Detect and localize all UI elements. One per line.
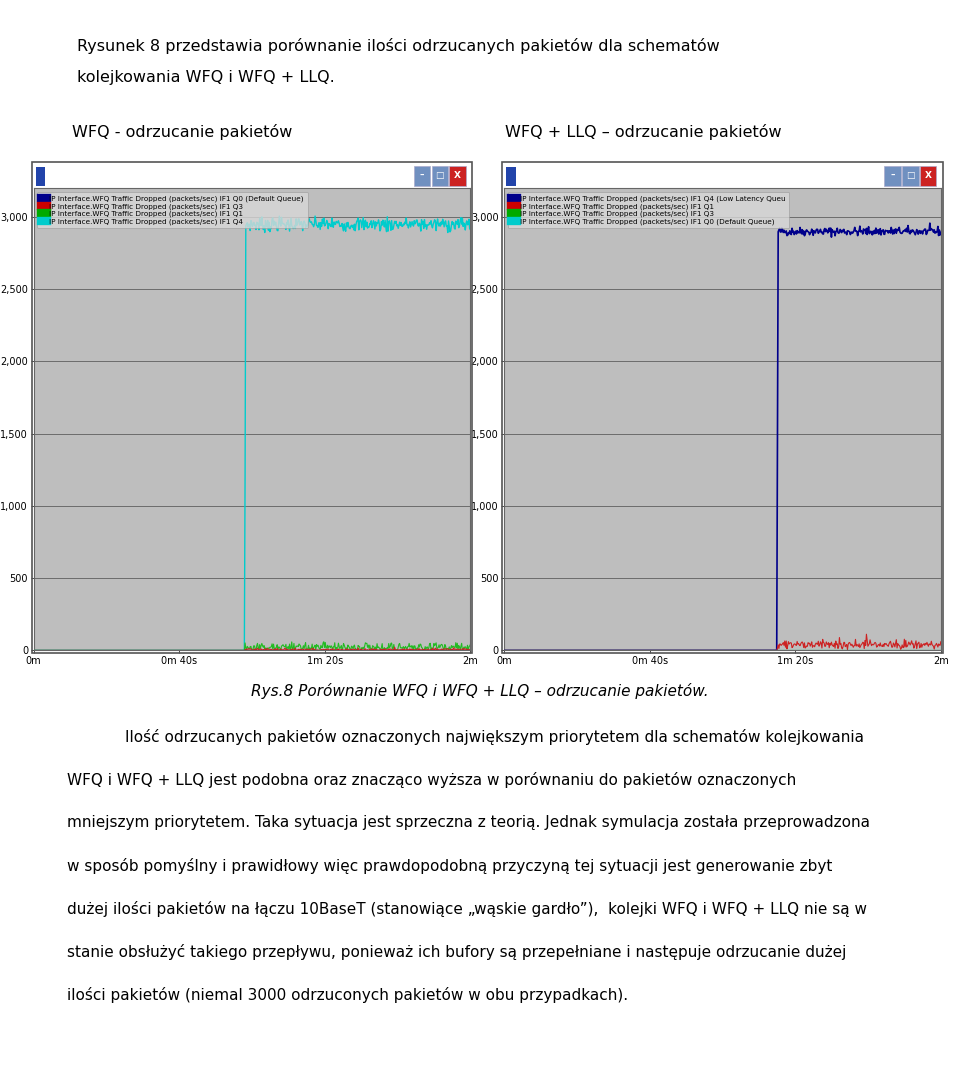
- Text: ilości pakietów (niemal 3000 odrzuconych pakietów w obu przypadkach).: ilości pakietów (niemal 3000 odrzuconych…: [67, 987, 629, 1003]
- Text: WFQ - odrzucanie pakietów: WFQ - odrzucanie pakietów: [72, 124, 293, 140]
- Text: stanie obsłużyć takiego przepływu, ponieważ ich bufory są przepełniane i następu: stanie obsłużyć takiego przepływu, ponie…: [67, 944, 847, 960]
- FancyBboxPatch shape: [449, 167, 466, 186]
- Bar: [36, 167, 45, 186]
- Text: Rys.8 Porównanie WFQ i WFQ + LLQ – odrzucanie pakietów.: Rys.8 Porównanie WFQ i WFQ + LLQ – odrzu…: [252, 683, 708, 699]
- FancyBboxPatch shape: [884, 167, 900, 186]
- Bar: [506, 167, 516, 186]
- Text: □: □: [906, 171, 915, 181]
- Text: □: □: [436, 171, 444, 181]
- FancyBboxPatch shape: [414, 167, 430, 186]
- Text: Ilość odrzucanych pakietów oznaczonych największym priorytetem dla schematów kol: Ilość odrzucanych pakietów oznaczonych n…: [125, 729, 864, 745]
- Text: X: X: [454, 171, 461, 181]
- Text: X: X: [924, 171, 931, 181]
- Text: [kolejkowanie2] router3 of Logical Network: [kolejkowanie2] router3 of Logical Netwo…: [519, 171, 716, 181]
- Text: WFQ i WFQ + LLQ jest podobna oraz znacząco wyższa w porównaniu do pakietów oznac: WFQ i WFQ + LLQ jest podobna oraz znaczą…: [67, 772, 797, 788]
- Text: [kolejkowanie2] router3 of Logical Network: [kolejkowanie2] router3 of Logical Netwo…: [49, 171, 246, 181]
- Text: mniejszym priorytetem. Taka sytuacja jest sprzeczna z teorią. Jednak symulacja z: mniejszym priorytetem. Taka sytuacja jes…: [67, 815, 870, 830]
- Text: w sposób pomyślny i prawidłowy więc prawdopodobną przyczyną tej sytuacji jest ge: w sposób pomyślny i prawidłowy więc praw…: [67, 858, 832, 874]
- Legend: IP Interface.WFQ Traffic Dropped (packets/sec) IF1 Q0 (Default Queue), IP Interf: IP Interface.WFQ Traffic Dropped (packet…: [37, 191, 307, 228]
- FancyBboxPatch shape: [432, 167, 448, 186]
- FancyBboxPatch shape: [902, 167, 919, 186]
- Text: kolejkowania WFQ i WFQ + LLQ.: kolejkowania WFQ i WFQ + LLQ.: [77, 70, 334, 85]
- Text: WFQ + LLQ – odrzucanie pakietów: WFQ + LLQ – odrzucanie pakietów: [505, 124, 781, 140]
- Legend: IP Interface.WFQ Traffic Dropped (packets/sec) IF1 Q4 (Low Latency Queu, IP Inte: IP Interface.WFQ Traffic Dropped (packet…: [508, 191, 789, 228]
- FancyBboxPatch shape: [920, 167, 936, 186]
- Text: –: –: [420, 171, 424, 181]
- Text: –: –: [890, 171, 895, 181]
- Text: Rysunek 8 przedstawia porównanie ilości odrzucanych pakietów dla schematów: Rysunek 8 przedstawia porównanie ilości …: [77, 38, 720, 54]
- Text: dużej ilości pakietów na łączu 10BaseT (stanowiące „wąskie gardło”),  kolejki WF: dużej ilości pakietów na łączu 10BaseT (…: [67, 901, 867, 917]
